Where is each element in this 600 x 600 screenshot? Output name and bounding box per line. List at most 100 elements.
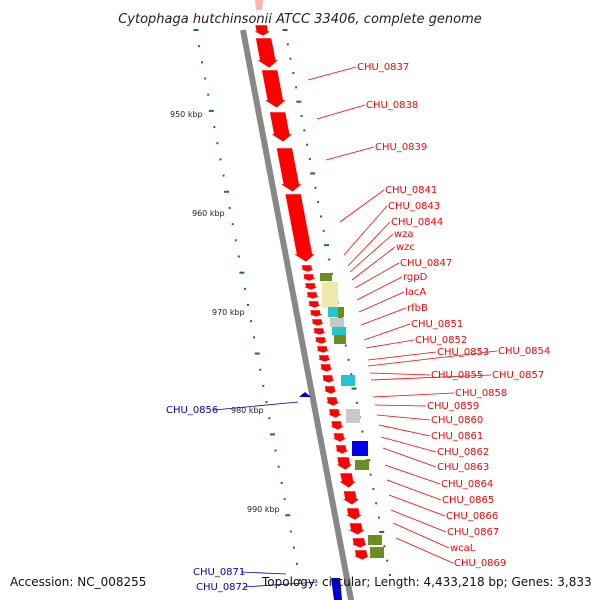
forward-gene-label[interactable]: lacA — [405, 287, 426, 298]
forward-gene-arrow — [255, 37, 280, 69]
forward-gene-arrow — [255, 0, 263, 10]
forward-gene-label[interactable]: CHU_0839 — [375, 142, 427, 153]
forward-gene-arrow — [284, 193, 317, 263]
forward-gene-label[interactable]: CHU_0843 — [388, 201, 440, 212]
forward-gene-arrow — [347, 522, 367, 536]
gc-tick-inner — [208, 109, 214, 112]
label-leader-line — [382, 447, 437, 468]
forward-gene-arrow — [276, 147, 304, 193]
gc-tick-inner — [198, 45, 201, 48]
gc-tick-inner — [237, 255, 240, 258]
forward-gene-label[interactable]: CHU_0853 — [437, 347, 489, 358]
label-leader-line — [347, 221, 391, 267]
forward-gene-label[interactable]: rfbB — [407, 303, 428, 314]
forward-gene-arrow — [253, 24, 273, 37]
forward-gene-arrow — [311, 327, 328, 336]
reverse-gene-label[interactable]: CHU_0856 — [166, 405, 218, 416]
gc-tick-outer — [377, 516, 380, 519]
forward-gene-label[interactable]: CHU_0855 — [431, 370, 483, 381]
gc-tick-inner — [207, 93, 210, 96]
cog-box — [332, 327, 346, 335]
gc-tick-outer — [369, 473, 372, 476]
forward-gene-arrow — [333, 444, 351, 455]
gc-tick-inner — [274, 449, 277, 452]
reverse-gene-label[interactable]: CHU_0872 — [196, 582, 248, 593]
forward-gene-arrow — [316, 354, 333, 363]
gc-tick-outer — [303, 129, 306, 132]
forward-gene-label[interactable]: CHU_0841 — [385, 185, 437, 196]
cog-box — [334, 335, 346, 344]
gc-tick-inner — [204, 77, 207, 80]
forward-gene-arrow — [320, 374, 337, 384]
cog-box — [320, 273, 332, 281]
forward-gene-label[interactable]: CHU_0863 — [437, 462, 489, 473]
label-leader-line — [363, 323, 411, 341]
forward-gene-label[interactable]: CHU_0838 — [366, 100, 418, 111]
gc-tick-outer — [319, 215, 322, 218]
forward-gene-label[interactable]: CHU_0859 — [427, 401, 479, 412]
label-leader-line — [376, 414, 431, 421]
forward-gene-label[interactable]: CHU_0858 — [455, 388, 507, 399]
forward-gene-label[interactable]: rgpD — [403, 272, 428, 283]
forward-gene-label[interactable]: CHU_0852 — [415, 335, 467, 346]
forward-gene-label[interactable]: wcaL — [450, 543, 476, 554]
forward-gene-label[interactable]: CHU_0860 — [431, 415, 483, 426]
gc-tick-inner — [219, 158, 222, 161]
gc-tick-inner — [280, 481, 283, 484]
forward-gene-label[interactable]: CHU_0837 — [357, 62, 409, 73]
gc-tick-outer — [379, 530, 385, 533]
forward-gene-label[interactable]: CHU_0867 — [447, 527, 499, 538]
gc-tick-outer — [351, 387, 357, 390]
gc-tick-inner — [216, 142, 219, 145]
gc-tick-inner — [285, 514, 291, 517]
gc-tick-inner — [231, 223, 234, 226]
forward-gene-label[interactable]: CHU_0844 — [391, 217, 443, 228]
forward-gene-label[interactable]: CHU_0861 — [431, 431, 483, 442]
label-leader-line — [307, 66, 357, 81]
label-leader-line — [349, 233, 394, 273]
label-leader-line — [369, 372, 431, 376]
gc-tick-inner — [234, 239, 237, 242]
cog-box — [338, 307, 344, 317]
forward-gene-arrow — [261, 69, 288, 109]
forward-gene-arrow — [300, 273, 318, 282]
forward-gene-label[interactable]: CHU_0865 — [442, 495, 494, 506]
label-leader-line — [240, 571, 287, 575]
gc-tick-outer — [310, 172, 316, 175]
gc-tick-outer — [344, 344, 347, 347]
forward-gene-label[interactable]: CHU_0864 — [441, 479, 493, 490]
label-leader-line — [392, 522, 450, 549]
forward-gene-label[interactable]: CHU_0857 — [492, 370, 544, 381]
forward-gene-arrow — [328, 420, 347, 431]
forward-gene-label[interactable]: CHU_0847 — [400, 258, 452, 269]
forward-gene-label[interactable]: CHU_0866 — [446, 511, 498, 522]
forward-gene-arrow — [299, 264, 316, 273]
forward-gene-label[interactable]: wza — [394, 229, 414, 240]
scale-label: 960 kbp — [192, 209, 225, 218]
forward-gene-label[interactable]: CHU_0851 — [411, 319, 463, 330]
forward-gene-arrow — [314, 345, 331, 354]
forward-gene-label[interactable]: CHU_0862 — [437, 447, 489, 458]
gc-tick-outer — [282, 29, 288, 31]
gc-tick-inner — [299, 579, 301, 581]
label-leader-line — [360, 307, 407, 326]
gc-tick-inner — [269, 433, 275, 436]
label-leader-line — [388, 494, 446, 517]
gc-tick-inner — [268, 417, 271, 420]
gc-tick-outer — [386, 559, 389, 562]
forward-gene-label[interactable]: CHU_0854 — [498, 346, 550, 357]
genome-summary-text: Topology: circular; Length: 4,433,218 bp… — [261, 575, 592, 589]
gc-tick-inner — [213, 126, 216, 129]
gc-tick-inner — [262, 384, 265, 387]
label-leader-line — [367, 351, 437, 361]
forward-gene-arrow — [337, 472, 358, 489]
reverse-gene-label[interactable]: CHU_0871 — [193, 567, 245, 578]
forward-gene-label[interactable]: wzc — [396, 242, 415, 253]
label-leader-line — [386, 479, 442, 501]
forward-gene-arrow — [307, 309, 324, 318]
gc-tick-inner — [247, 304, 249, 306]
gc-tick-outer — [350, 373, 353, 376]
label-leader-line — [358, 291, 405, 313]
forward-gene-label[interactable]: CHU_0869 — [454, 558, 506, 569]
